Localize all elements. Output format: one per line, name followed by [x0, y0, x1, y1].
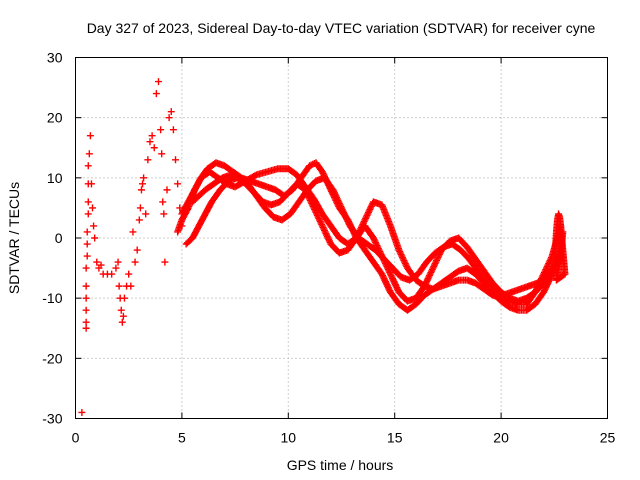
data-point-early-scattered	[108, 270, 116, 278]
data-point-early-scattered	[165, 114, 173, 122]
data-point-early-scattered	[91, 234, 99, 242]
data-point-early-scattered	[174, 180, 182, 188]
data-point-early-scattered	[125, 270, 133, 278]
data-point-early-scattered	[93, 258, 101, 266]
data-point-early-scattered	[158, 150, 166, 158]
data-point-early-scattered	[86, 132, 94, 140]
data-point-early-scattered	[129, 228, 137, 236]
data-point-early-scattered	[84, 210, 92, 218]
data-point-early-scattered	[163, 186, 171, 194]
data-point-early-scattered	[85, 150, 93, 158]
data-points	[78, 78, 569, 416]
data-point-early-scattered	[144, 156, 152, 164]
y-tick-label: -20	[42, 350, 62, 366]
y-tick-label: -30	[42, 411, 62, 427]
data-point-early-scattered	[120, 294, 128, 302]
data-point-early-scattered	[90, 222, 98, 230]
y-tick-label: -10	[42, 290, 62, 306]
data-point-early-scattered	[118, 318, 126, 326]
data-point-early-scattered	[161, 258, 169, 266]
x-tick-label: 10	[281, 430, 297, 446]
data-point-early-scattered	[139, 180, 147, 188]
data-point-early-scattered	[167, 108, 175, 116]
data-point-early-scattered	[84, 162, 92, 170]
data-point-early-scattered	[172, 156, 180, 164]
data-point-early-scattered	[78, 408, 86, 416]
data-point-early-scattered	[157, 126, 165, 134]
data-point-early-scattered	[127, 282, 135, 290]
data-point-late-spike	[559, 228, 567, 236]
data-point-early-scattered	[87, 180, 95, 188]
data-point-early-scattered	[169, 126, 177, 134]
axis-ticks: 0 5 10 15 20 25 -30 -20 -10 0 10 20 30	[42, 50, 615, 446]
x-tick-label: 0	[72, 430, 80, 446]
data-point-early-scattered	[142, 210, 150, 218]
data-point-early-scattered	[160, 210, 168, 218]
chart-title: Day 327 of 2023, Sidereal Day-to-day VTE…	[87, 20, 596, 36]
data-point-track-B	[307, 161, 315, 169]
data-point-early-scattered	[82, 306, 90, 314]
y-tick-label: 0	[55, 230, 63, 246]
data-point-early-scattered	[83, 228, 91, 236]
data-point-early-scattered	[150, 144, 158, 152]
data-point-early-scattered	[133, 246, 141, 254]
data-point-early-scattered	[119, 312, 127, 320]
data-point-early-scattered	[140, 174, 148, 182]
data-point-early-scattered	[83, 240, 91, 248]
data-point-early-scattered	[84, 198, 92, 206]
data-point-early-scattered	[82, 324, 90, 332]
data-point-early-scattered	[137, 186, 145, 194]
x-tick-label: 25	[600, 430, 616, 446]
data-point-early-scattered	[82, 264, 90, 272]
y-tick-label: 30	[47, 50, 63, 66]
data-point-early-scattered	[159, 198, 167, 206]
data-point-early-scattered	[152, 90, 160, 98]
data-point-early-scattered	[148, 132, 156, 140]
data-point-early-scattered	[136, 204, 144, 212]
x-tick-label: 20	[493, 430, 509, 446]
data-point-early-scattered	[89, 204, 97, 212]
data-point-early-scattered	[117, 306, 125, 314]
data-point-early-scattered	[154, 78, 162, 86]
data-point-early-scattered	[82, 282, 90, 290]
data-point-early-scattered	[112, 264, 120, 272]
data-point-early-scattered	[97, 261, 105, 269]
x-tick-label: 15	[387, 430, 403, 446]
data-point-early-scattered	[114, 258, 122, 266]
plot-frame	[75, 57, 608, 419]
data-point-track-B	[306, 162, 314, 170]
x-tick-label: 5	[178, 430, 186, 446]
data-point-early-scattered	[131, 258, 139, 266]
y-axis-label: SDTVAR / TECUs	[6, 182, 22, 294]
data-point-early-scattered	[82, 294, 90, 302]
data-point-early-scattered	[115, 282, 123, 290]
y-tick-label: 20	[47, 110, 63, 126]
data-point-early-scattered	[82, 318, 90, 326]
y-tick-label: 10	[47, 170, 63, 186]
data-point-early-scattered	[83, 252, 91, 260]
data-point-early-scattered	[146, 138, 154, 146]
data-point-early-scattered	[135, 216, 143, 224]
x-axis-label: GPS time / hours	[287, 457, 394, 473]
